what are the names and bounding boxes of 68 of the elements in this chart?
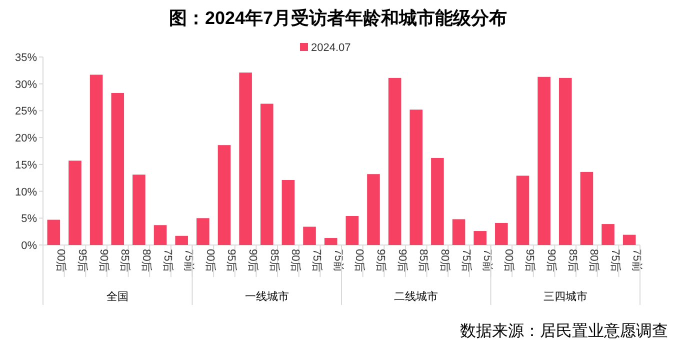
- chart-title: 图：2024年7月受访者年龄和城市能级分布: [168, 8, 508, 28]
- y-tick-label: 5%: [21, 213, 38, 226]
- y-tick-label: 20%: [14, 132, 38, 145]
- x-tick-label: 75后: [460, 249, 473, 272]
- text: 三四城市: [543, 290, 588, 303]
- x-tick-label: 80后: [140, 249, 153, 272]
- x-tick-label: 80后: [588, 249, 601, 272]
- x-tick-label: 90后: [97, 249, 110, 272]
- y-tick-label: 10%: [14, 186, 38, 198]
- bar: [260, 104, 274, 245]
- bar: [196, 218, 210, 245]
- y-tick-label: 25%: [14, 106, 38, 118]
- x-tick-label: 00后: [204, 249, 217, 272]
- bar: [68, 160, 82, 245]
- legend-label: 2024.07: [311, 42, 351, 54]
- x-tick-label: 00后: [502, 249, 516, 272]
- x-tick-label: 85后: [417, 249, 430, 272]
- x-tick-label: 95后: [374, 249, 388, 272]
- bar: [218, 145, 231, 245]
- bar: [111, 92, 124, 245]
- bar: [622, 234, 636, 245]
- x-tick-label: 75后: [161, 249, 174, 272]
- text: 二线城市: [394, 290, 438, 303]
- x-tick-label: 90后: [396, 249, 409, 272]
- bar: [602, 224, 614, 245]
- y-tick-label: 30%: [14, 78, 38, 91]
- x-tick-label: 80后: [289, 249, 302, 272]
- x-tick-label: 00后: [353, 249, 366, 272]
- bar: [282, 180, 295, 245]
- x-tick-label: 75后: [310, 249, 324, 272]
- x-tick-label: 95后: [524, 249, 537, 272]
- x-tick-label: 90后: [246, 249, 260, 272]
- bar: [580, 172, 594, 245]
- bar: [538, 76, 550, 245]
- bar: [175, 236, 188, 245]
- bar: [516, 176, 530, 245]
- bar: [495, 222, 508, 245]
- bar: [410, 110, 423, 245]
- x-tick-label: 85后: [268, 249, 281, 272]
- y-tick-label: 0%: [21, 240, 38, 252]
- source-note: 数据来源：居民置业意愿调查: [460, 322, 668, 340]
- x-tick-label: 00后: [54, 249, 68, 272]
- text: 一线城市: [244, 290, 289, 303]
- bar: [558, 78, 572, 245]
- x-tick-label: 80后: [438, 249, 452, 272]
- bar: [154, 225, 167, 245]
- x-tick-label: 95后: [76, 249, 89, 272]
- x-tick-label: 95后: [225, 249, 238, 272]
- bar: [303, 226, 316, 245]
- x-tick-label: 90后: [545, 249, 558, 272]
- bar: [239, 72, 252, 245]
- legend-item: 2024.07: [300, 42, 351, 54]
- bar: [452, 219, 466, 245]
- bar: [90, 74, 103, 245]
- bar: [474, 231, 486, 245]
- text: 全国: [106, 291, 129, 303]
- bar: [431, 158, 444, 245]
- x-tick-label: 85后: [118, 249, 132, 272]
- bar: [47, 220, 60, 245]
- x-tick-label: 75后: [609, 249, 622, 272]
- bar: [324, 238, 338, 245]
- bar: [346, 216, 359, 245]
- bar: [388, 78, 402, 245]
- bar: [132, 174, 146, 245]
- y-tick-label: 35%: [14, 52, 38, 64]
- bar: [367, 174, 380, 245]
- x-tick-label: 85后: [566, 249, 580, 272]
- y-tick-label: 15%: [14, 159, 38, 172]
